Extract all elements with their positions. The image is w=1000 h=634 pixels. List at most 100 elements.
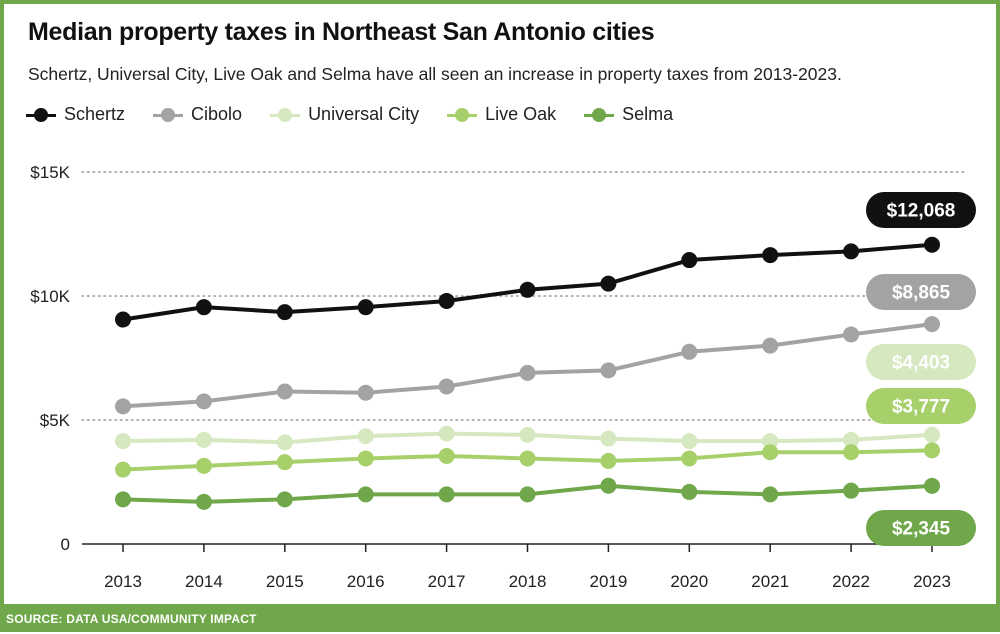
y-tick-label: 0: [61, 535, 70, 554]
data-point-live-oak: [276, 454, 293, 471]
x-tick-label: 2022: [832, 572, 870, 591]
data-point-universal-city: [357, 428, 374, 445]
data-point-cibolo: [115, 398, 131, 415]
data-point-selma: [762, 486, 779, 503]
data-point-schertz: [843, 243, 860, 260]
data-point-cibolo: [600, 362, 617, 379]
end-label-universal-city: $4,403: [892, 353, 950, 374]
data-point-schertz: [519, 281, 536, 298]
end-label-selma: $2,345: [892, 519, 951, 540]
x-tick-label: 2018: [509, 572, 547, 591]
data-point-cibolo: [357, 384, 374, 401]
x-tick-label: 2013: [104, 572, 142, 591]
data-point-cibolo: [681, 343, 698, 360]
end-label-pill-universal-city: [866, 344, 976, 380]
legend-label-selma: Selma: [622, 104, 674, 124]
legend-item-cibolo: Cibolo: [153, 104, 242, 125]
y-tick-label: $15K: [30, 163, 70, 182]
data-point-live-oak: [115, 461, 131, 478]
data-point-selma: [276, 491, 293, 508]
end-label-pill-selma: [866, 510, 976, 546]
data-point-cibolo: [762, 337, 779, 354]
chart-subtitle: Schertz, Universal City, Live Oak and Se…: [28, 64, 842, 84]
x-tick-label: 2017: [428, 572, 466, 591]
data-point-selma: [600, 477, 617, 494]
legend-label-schertz: Schertz: [64, 104, 126, 124]
data-point-selma: [843, 482, 860, 499]
data-point-universal-city: [681, 433, 698, 450]
data-point-schertz: [357, 299, 374, 316]
end-label-pill-schertz: [866, 192, 976, 228]
data-point-selma: [195, 493, 212, 510]
y-tick-label: $10K: [30, 287, 70, 306]
data-point-selma: [115, 491, 131, 508]
end-label-cibolo: $8,865: [892, 283, 951, 304]
data-point-universal-city: [195, 431, 212, 448]
legend-swatch-selma: [584, 107, 615, 122]
end-label-pill-cibolo: [866, 274, 976, 310]
data-point-universal-city: [762, 433, 779, 450]
data-point-selma: [357, 486, 374, 503]
x-tick-label: 2015: [266, 572, 304, 591]
data-point-schertz: [924, 236, 940, 253]
end-label-pill-live-oak: [866, 388, 976, 424]
legend-swatch-universal-city: [270, 107, 301, 122]
data-point-universal-city: [438, 425, 455, 442]
legend-swatch-schertz: [26, 107, 56, 122]
data-point-selma: [681, 483, 698, 500]
data-point-cibolo: [519, 364, 536, 381]
legend-item-selma: Selma: [584, 104, 673, 125]
data-point-schertz: [681, 252, 698, 269]
data-point-selma: [438, 486, 455, 503]
data-point-universal-city: [115, 433, 131, 450]
data-point-universal-city: [843, 431, 860, 448]
data-point-universal-city: [600, 430, 617, 447]
data-point-live-oak: [843, 444, 860, 461]
legend-item-universal-city: Universal City: [270, 104, 419, 125]
data-point-cibolo: [195, 393, 212, 410]
x-tick-label: 2019: [589, 572, 627, 591]
data-point-live-oak: [681, 450, 698, 467]
end-label-schertz: $12,068: [887, 201, 956, 222]
data-point-live-oak: [519, 450, 536, 467]
legend-label-cibolo: Cibolo: [191, 104, 243, 124]
data-point-selma: [519, 486, 536, 503]
end-label-live-oak: $3,777: [892, 397, 950, 418]
x-tick-label: 2023: [913, 572, 951, 591]
data-point-live-oak: [195, 457, 212, 474]
data-point-live-oak: [762, 444, 779, 461]
data-point-schertz: [438, 292, 455, 309]
legend-label-live-oak: Live Oak: [485, 104, 557, 124]
data-point-live-oak: [357, 450, 374, 467]
data-point-universal-city: [519, 426, 536, 443]
legend: Schertz Cibolo Universal City Live Oak S…: [26, 104, 701, 125]
legend-swatch-cibolo: [153, 107, 184, 122]
data-point-cibolo: [438, 378, 455, 395]
chart-title: Median property taxes in Northeast San A…: [28, 18, 655, 46]
x-tick-label: 2014: [185, 572, 223, 591]
data-point-universal-city: [276, 434, 293, 451]
legend-item-schertz: Schertz: [26, 104, 125, 125]
data-point-schertz: [115, 311, 131, 328]
data-point-cibolo: [843, 326, 860, 343]
data-point-schertz: [276, 304, 293, 321]
legend-label-universal-city: Universal City: [308, 104, 420, 124]
legend-swatch-live-oak: [447, 107, 478, 122]
data-point-universal-city: [924, 426, 940, 443]
data-point-live-oak: [924, 442, 940, 459]
data-point-schertz: [762, 247, 779, 264]
data-point-schertz: [600, 275, 617, 292]
data-point-live-oak: [600, 452, 617, 469]
data-point-live-oak: [438, 447, 455, 464]
data-point-cibolo: [276, 383, 293, 400]
source-footer: SOURCE: DATA USA/COMMUNITY IMPACT: [0, 604, 1000, 632]
x-tick-label: 2016: [347, 572, 385, 591]
data-point-selma: [924, 477, 940, 494]
data-point-cibolo: [924, 316, 940, 333]
legend-item-live-oak: Live Oak: [447, 104, 556, 125]
x-tick-label: 2021: [751, 572, 789, 591]
data-point-schertz: [195, 299, 212, 316]
y-tick-label: $5K: [40, 411, 71, 430]
